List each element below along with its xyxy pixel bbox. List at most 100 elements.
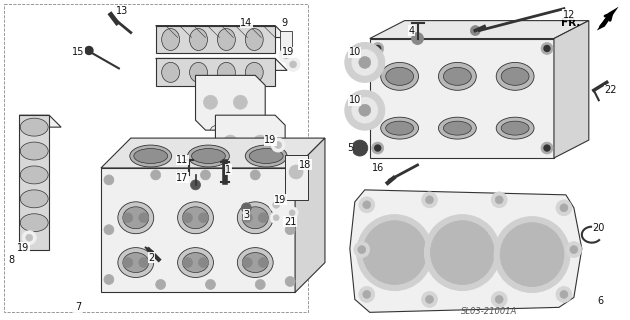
Text: 18: 18: [299, 160, 311, 170]
Text: 1: 1: [226, 165, 231, 175]
Text: 19: 19: [17, 243, 30, 252]
Circle shape: [270, 212, 282, 224]
Ellipse shape: [118, 248, 154, 277]
Text: 9: 9: [281, 18, 287, 28]
Circle shape: [104, 275, 114, 284]
Circle shape: [123, 258, 133, 268]
Circle shape: [495, 295, 503, 303]
Ellipse shape: [238, 202, 273, 234]
Circle shape: [471, 26, 480, 36]
Circle shape: [285, 225, 295, 235]
Circle shape: [22, 231, 36, 244]
Circle shape: [279, 49, 293, 62]
Ellipse shape: [118, 202, 154, 234]
Circle shape: [372, 142, 384, 154]
Circle shape: [243, 213, 252, 223]
Circle shape: [26, 234, 33, 241]
Ellipse shape: [438, 117, 476, 139]
Circle shape: [372, 43, 384, 54]
Circle shape: [363, 201, 371, 209]
Ellipse shape: [20, 142, 48, 160]
Ellipse shape: [20, 166, 48, 184]
Circle shape: [345, 43, 385, 82]
Circle shape: [273, 201, 280, 208]
Ellipse shape: [381, 62, 418, 90]
Circle shape: [183, 258, 193, 268]
Circle shape: [266, 160, 280, 174]
Circle shape: [241, 203, 251, 213]
Polygon shape: [554, 20, 589, 158]
Text: 7: 7: [75, 302, 81, 312]
Ellipse shape: [20, 190, 48, 208]
Circle shape: [375, 145, 381, 151]
Ellipse shape: [190, 28, 207, 51]
Text: FR.: FR.: [561, 18, 581, 28]
Polygon shape: [597, 7, 619, 31]
Circle shape: [556, 286, 572, 302]
Circle shape: [556, 200, 572, 216]
Circle shape: [425, 196, 433, 204]
Circle shape: [358, 246, 366, 253]
Circle shape: [151, 170, 161, 180]
Ellipse shape: [444, 121, 471, 135]
Ellipse shape: [386, 121, 413, 135]
Polygon shape: [156, 26, 287, 37]
Circle shape: [139, 258, 149, 268]
Ellipse shape: [123, 252, 149, 273]
Circle shape: [273, 215, 279, 221]
Circle shape: [345, 90, 385, 130]
Circle shape: [203, 95, 217, 109]
Text: SL03-21001A: SL03-21001A: [461, 307, 517, 316]
Circle shape: [290, 61, 297, 68]
Text: 14: 14: [240, 18, 253, 28]
Circle shape: [425, 215, 500, 291]
Ellipse shape: [217, 62, 236, 82]
Circle shape: [491, 292, 507, 307]
Text: 3: 3: [243, 210, 249, 220]
Circle shape: [359, 104, 371, 116]
Polygon shape: [295, 138, 325, 292]
Text: 11: 11: [176, 155, 189, 165]
Polygon shape: [101, 138, 325, 168]
Ellipse shape: [501, 121, 529, 135]
Circle shape: [285, 276, 295, 286]
Circle shape: [283, 52, 290, 59]
Circle shape: [289, 165, 303, 179]
Text: 19: 19: [282, 47, 294, 58]
Circle shape: [541, 43, 553, 54]
Circle shape: [352, 140, 368, 156]
Circle shape: [430, 221, 494, 284]
Ellipse shape: [496, 62, 534, 90]
Circle shape: [491, 192, 507, 208]
Circle shape: [139, 213, 149, 223]
Text: 15: 15: [72, 47, 84, 58]
Ellipse shape: [245, 28, 263, 51]
Circle shape: [275, 141, 282, 148]
Circle shape: [560, 291, 568, 298]
Circle shape: [258, 213, 268, 223]
Polygon shape: [20, 115, 49, 250]
Text: 5: 5: [346, 143, 353, 153]
Circle shape: [285, 173, 295, 183]
Circle shape: [255, 279, 265, 289]
Circle shape: [198, 258, 209, 268]
Circle shape: [352, 97, 378, 123]
Circle shape: [156, 279, 166, 289]
Text: 8: 8: [8, 255, 14, 265]
Circle shape: [494, 217, 570, 292]
Ellipse shape: [134, 148, 168, 164]
Circle shape: [104, 225, 114, 235]
Ellipse shape: [381, 117, 418, 139]
Ellipse shape: [188, 145, 229, 167]
Ellipse shape: [190, 62, 207, 82]
Circle shape: [258, 258, 268, 268]
Ellipse shape: [245, 62, 263, 82]
Circle shape: [421, 192, 437, 208]
Polygon shape: [101, 168, 295, 292]
Circle shape: [357, 215, 432, 291]
Circle shape: [104, 175, 114, 185]
Polygon shape: [156, 26, 275, 53]
Ellipse shape: [444, 68, 471, 85]
Circle shape: [253, 135, 267, 149]
Polygon shape: [370, 38, 554, 158]
